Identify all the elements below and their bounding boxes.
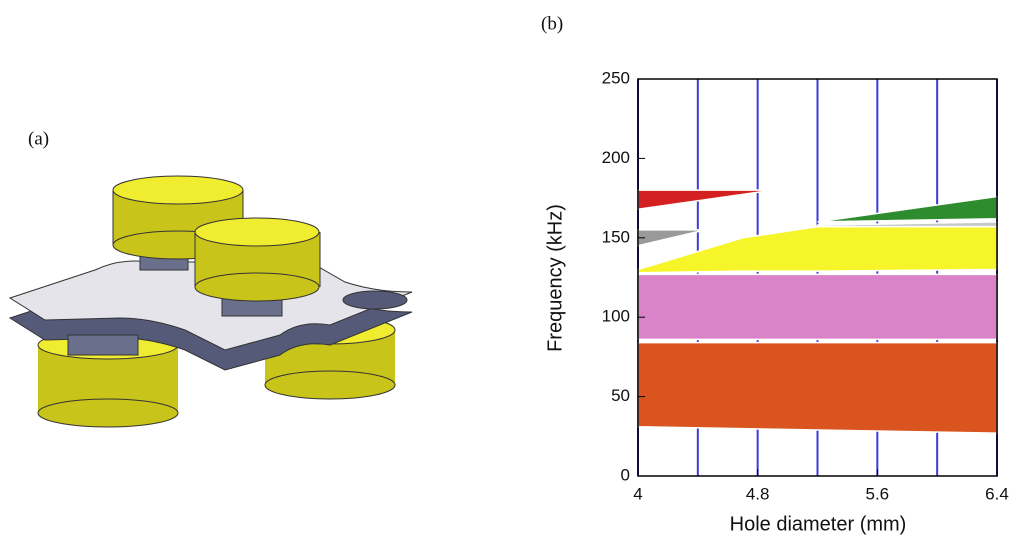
- y-axis-title: Frequency (kHz): [544, 204, 566, 352]
- hole: [343, 291, 407, 309]
- band: [638, 274, 997, 339]
- figure: (a) (b): [0, 0, 1015, 545]
- y-tick-label: 250: [602, 68, 630, 87]
- upper-cylinder: [195, 218, 320, 301]
- x-tick-label: 4.8: [746, 484, 770, 503]
- band: [818, 197, 998, 222]
- band: [638, 343, 997, 434]
- panel-label: (a): [28, 128, 49, 149]
- y-tick-label: 200: [602, 148, 630, 167]
- panel-label: (b): [541, 13, 563, 34]
- post: [68, 335, 138, 355]
- y-tick-label: 0: [621, 465, 630, 484]
- illustration: [10, 176, 412, 427]
- page: (a) (b): [0, 0, 1015, 545]
- band: [638, 190, 773, 209]
- x-tick-label: 5.6: [866, 484, 890, 503]
- band: [638, 230, 705, 246]
- y-tick-label: 150: [602, 227, 630, 246]
- y-tick-label: 50: [611, 386, 630, 405]
- x-tick-label: 6.4: [985, 484, 1009, 503]
- y-tick-label: 100: [602, 307, 630, 326]
- x-axis-title: Hole diameter (mm): [730, 513, 907, 535]
- x-tick-label: 4: [633, 484, 642, 503]
- band: [818, 222, 998, 227]
